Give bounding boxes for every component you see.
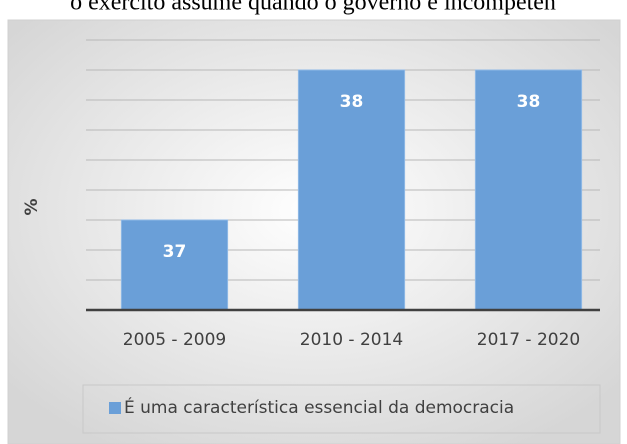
chart-title: o exército assume quando o governo é inc… (70, 0, 556, 16)
data-label: 37 (163, 242, 187, 262)
x-tick-label: 2005 - 2009 (123, 330, 226, 350)
bar (474, 69, 583, 311)
bar (297, 69, 406, 311)
y-axis-label: % (22, 198, 42, 215)
x-tick-label: 2017 - 2020 (477, 330, 580, 350)
legend-label: É uma característica essencial da democr… (124, 396, 514, 418)
data-label: 38 (340, 92, 364, 112)
legend-swatch (109, 402, 121, 414)
data-label: 38 (517, 92, 541, 112)
bar (120, 219, 229, 311)
legend-box (82, 384, 601, 434)
x-tick-label: 2010 - 2014 (300, 330, 403, 350)
